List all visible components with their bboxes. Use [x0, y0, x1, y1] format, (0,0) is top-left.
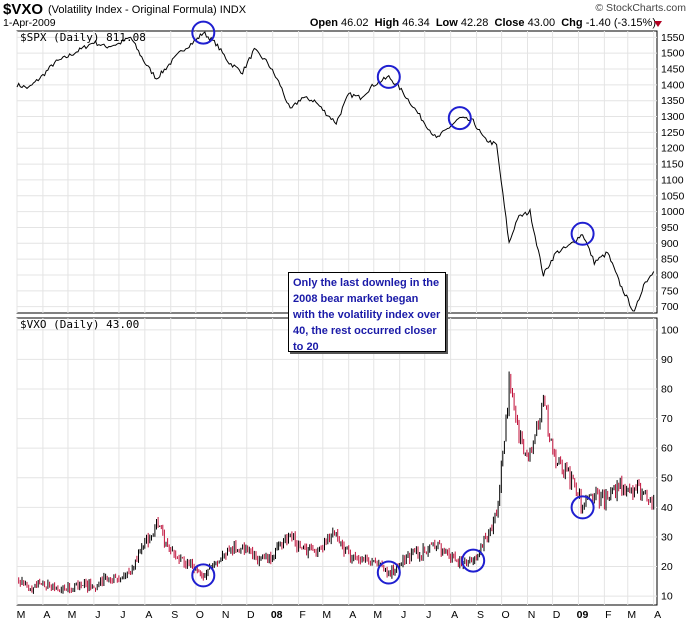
spx-legend: $SPX (Daily) 811.08	[20, 31, 146, 44]
vxo-highlight-circle	[570, 495, 595, 520]
spx-ytick-label: 750	[661, 285, 679, 297]
chart-header: $VXO (Volatility Index - Original Formul…	[0, 0, 700, 30]
x-tick-label: O	[502, 609, 510, 621]
spx-ytick-label: 1200	[661, 143, 685, 155]
brand-label: © StockCharts.com	[595, 2, 686, 14]
spx-ytick-label: 1550	[661, 32, 685, 44]
spx-highlight-circle	[570, 221, 595, 246]
x-tick-label: O	[196, 609, 204, 621]
spx-ytick-label: 1000	[661, 206, 685, 218]
x-tick-label: S	[477, 609, 484, 621]
change-down-arrow-icon	[654, 21, 662, 27]
x-tick-label: F	[299, 609, 305, 621]
spx-highlight-circle	[376, 64, 401, 89]
spx-ytick-label: 1450	[661, 64, 685, 76]
x-tick-label: J	[426, 609, 431, 621]
spx-price-line	[16, 31, 655, 312]
vxo-ytick-label: 10	[661, 591, 673, 603]
vxo-ytick-label: 70	[661, 413, 673, 425]
x-tick-label: A	[349, 609, 356, 621]
spx-ytick-label: 1400	[661, 79, 685, 91]
x-tick-label: A	[145, 609, 152, 621]
x-tick-label: D	[247, 609, 255, 621]
vxo-ytick-label: 60	[661, 443, 673, 455]
x-tick-label: M	[17, 609, 26, 621]
x-tick-label: J	[95, 609, 100, 621]
spx-ytick-label: 1050	[661, 190, 685, 202]
spx-panel: 700 750 800 850 900 950 1000 1050 1100 1150 1200 12…	[16, 20, 685, 314]
vxo-ytick-label: 30	[661, 531, 673, 543]
x-tick-label: N	[528, 609, 536, 621]
x-tick-label: A	[43, 609, 50, 621]
chart-date: 1-Apr-2009	[3, 17, 56, 29]
vxo-ytick-label: 80	[661, 384, 673, 396]
spx-ytick-label: 1100	[661, 174, 684, 186]
ticker-symbol: $VXO	[3, 1, 44, 18]
spx-frame	[16, 30, 658, 314]
ticker-description: (Volatility Index - Original Formula) IN…	[48, 4, 247, 16]
vxo-highlight-circle	[376, 560, 401, 585]
x-tick-label: A	[654, 609, 661, 621]
x-tick-label: D	[553, 609, 561, 621]
vxo-highlight-circle	[461, 548, 486, 573]
spx-ytick-label: 950	[661, 222, 679, 234]
vxo-ytick-label: 50	[661, 472, 673, 484]
x-tick-label: F	[605, 609, 611, 621]
spx-ytick-label: 1500	[661, 48, 685, 60]
x-tick-label: N	[222, 609, 230, 621]
vxo-ytick-label: 90	[661, 354, 673, 366]
x-tick-label: M	[68, 609, 77, 621]
x-tick-label: J	[401, 609, 406, 621]
x-tick-label: M	[373, 609, 382, 621]
x-tick-label: M	[627, 609, 636, 621]
annotation-box: Only the last downleg in the 2008 bear m…	[288, 272, 446, 353]
vxo-ytick-label: 40	[661, 502, 673, 514]
x-tick-label: A	[451, 609, 458, 621]
spx-ytick-label: 900	[661, 238, 679, 250]
spx-ytick-label: 1250	[661, 127, 685, 139]
ohlc-readout: Open 46.02 High 46.34 Low 42.28 Close 43…	[309, 17, 656, 29]
x-tick-label: M	[322, 609, 331, 621]
x-tick-label: 09	[577, 609, 589, 621]
spx-ytick-label: 1150	[661, 159, 684, 171]
vxo-ytick-label: 100	[661, 324, 679, 336]
x-tick-label: 08	[271, 609, 283, 621]
x-tick-label: J	[120, 609, 125, 621]
vxo-highlight-circle	[191, 563, 216, 588]
spx-ytick-label: 1300	[661, 111, 685, 123]
spx-ytick-label: 800	[661, 269, 679, 281]
vxo-panel: 10 20 30 40 50 60 70 80 90 100	[16, 317, 679, 606]
spx-ytick-label: 1350	[661, 95, 685, 107]
spx-ytick-label: 700	[661, 301, 679, 313]
spx-highlight-circle	[191, 20, 216, 45]
vxo-legend: $VXO (Daily) 43.00	[20, 318, 139, 331]
x-tick-label: S	[171, 609, 178, 621]
spx-ytick-label: 850	[661, 254, 679, 266]
vxo-ytick-label: 20	[661, 561, 673, 573]
spx-highlight-circle	[447, 106, 472, 131]
x-axis: M A M J J A S O N D 08 F M A M J J A S O N D 09 F M A	[17, 609, 662, 621]
